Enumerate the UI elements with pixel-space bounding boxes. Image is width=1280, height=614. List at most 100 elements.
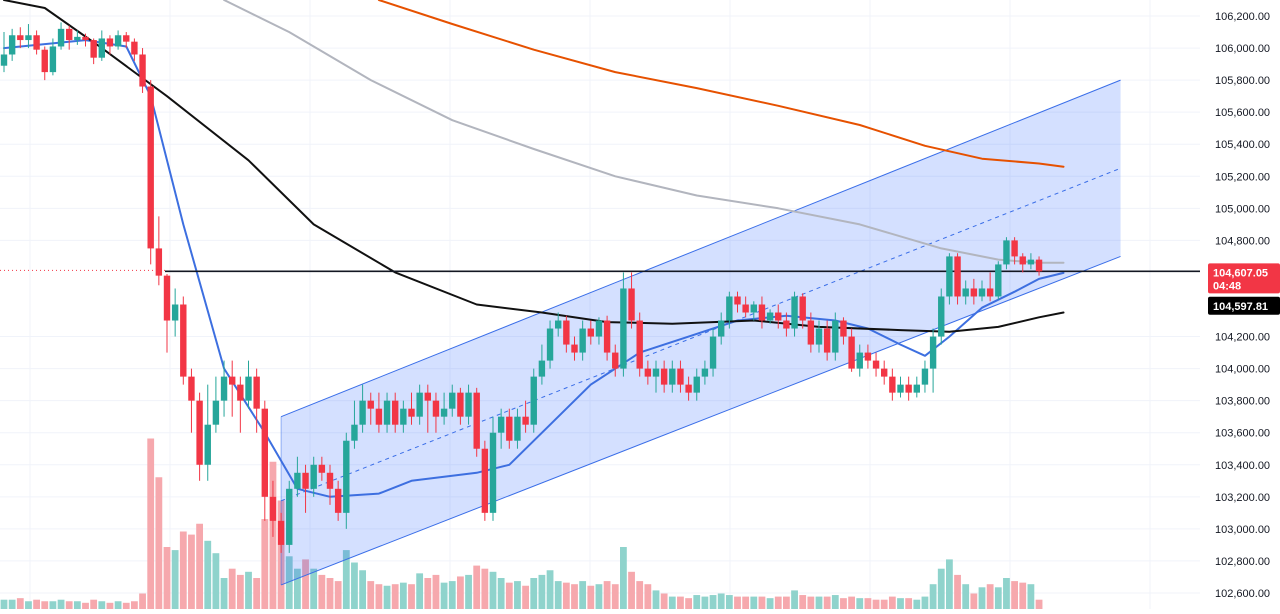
volume-bar (367, 581, 375, 609)
candle-body (750, 304, 757, 313)
candle-body (98, 38, 105, 58)
volume-bar (179, 531, 187, 609)
volume-bar (725, 595, 733, 609)
candle-body (294, 472, 301, 489)
candle-body (571, 344, 578, 353)
volume-bar (807, 596, 815, 609)
candle-body (359, 400, 366, 425)
candle-body (465, 392, 472, 417)
volume-bar (114, 601, 122, 609)
volume-bar (766, 598, 774, 609)
volume-bar (318, 574, 326, 609)
price-axis-tick-label: 104,800.00 (1215, 235, 1270, 247)
candle-body (33, 35, 40, 50)
volume-bar (783, 596, 790, 609)
volume-bar (872, 599, 880, 609)
candlesticks (0, 22, 1043, 553)
candle-body (449, 392, 456, 409)
candle-body (400, 408, 407, 425)
candle-body (416, 392, 423, 417)
price-axis-tick-label: 103,800.00 (1215, 396, 1270, 408)
volume-bar (571, 584, 578, 609)
volume-bar (1011, 581, 1018, 609)
volume-bar (73, 601, 81, 609)
volume-bar (929, 584, 937, 609)
volume-bar (481, 568, 489, 609)
volume-bar (334, 581, 342, 609)
volume-bar (139, 593, 146, 609)
candle-body (432, 400, 440, 417)
price-axis-tick-label: 105,800.00 (1215, 75, 1270, 87)
candle-body (392, 400, 399, 425)
volume-bar (432, 574, 440, 609)
candle-body (718, 320, 725, 337)
candle-body (530, 376, 537, 425)
volume-bar (326, 578, 334, 609)
candle-body (163, 275, 171, 321)
price-axis-tick-label: 103,000.00 (1215, 524, 1270, 536)
candle-body (628, 288, 635, 321)
candle-body (823, 328, 831, 353)
candle-body (946, 256, 953, 297)
volume-bar (457, 576, 464, 609)
volume-bar (905, 598, 913, 609)
volume-bar (408, 584, 415, 609)
candle-body (921, 368, 929, 385)
volume-bar (41, 601, 49, 609)
volume-bar (228, 568, 236, 609)
volume-bar (122, 602, 130, 609)
price-tags: 104,607.05 04:48 104,597.81 (1208, 263, 1280, 315)
channel-upper-line (280, 79, 1121, 418)
candle-body (1011, 240, 1018, 257)
candle-body (726, 296, 733, 321)
candle-body (8, 35, 16, 55)
candle-body (636, 320, 643, 369)
volume-bar (978, 587, 986, 609)
candle-body (742, 304, 749, 313)
volume-bar (16, 598, 24, 609)
candle-body (579, 328, 586, 353)
candle-body (408, 408, 415, 417)
volume-bar (685, 598, 692, 609)
volume-bar (921, 596, 929, 609)
candle-body (563, 320, 570, 345)
candle-body (245, 376, 252, 401)
candle-body (612, 352, 619, 369)
volume-bar (546, 570, 554, 609)
candle-body (57, 28, 65, 47)
volume-bar (163, 547, 171, 609)
volume-bar (717, 593, 725, 609)
candle-body (807, 320, 815, 345)
candle-body (269, 496, 277, 521)
candle-body (318, 464, 326, 473)
price-axis-tick-label: 102,600.00 (1215, 588, 1270, 600)
volume-bar (562, 582, 570, 609)
volume-bar (970, 593, 978, 609)
ma-gray-line (223, 0, 1065, 264)
price-axis-tick-label: 105,200.00 (1215, 171, 1270, 183)
volume-bar (758, 596, 766, 609)
volume-bar (522, 585, 529, 609)
channel-lower-line (280, 255, 1121, 586)
candle-body (791, 296, 798, 329)
volume-bar (660, 593, 668, 609)
ma-price-tag (1208, 296, 1280, 315)
candle-body (962, 288, 969, 297)
price-axis-tick-label: 103,400.00 (1215, 460, 1270, 472)
volume-bar (383, 585, 391, 609)
candle-body (587, 328, 594, 337)
candle-body (367, 400, 374, 409)
candle-body (758, 304, 766, 321)
bar-countdown-label: 04:48 (1213, 280, 1241, 292)
volume-bar (253, 578, 261, 609)
candle-body (799, 296, 806, 321)
volume-bar (196, 523, 203, 609)
volume-bar (709, 595, 717, 609)
candle-body (775, 312, 782, 321)
candle-body (440, 408, 448, 417)
volume-bar (799, 595, 807, 609)
candle-body (310, 464, 317, 489)
ma-orange-line (377, 0, 1065, 168)
